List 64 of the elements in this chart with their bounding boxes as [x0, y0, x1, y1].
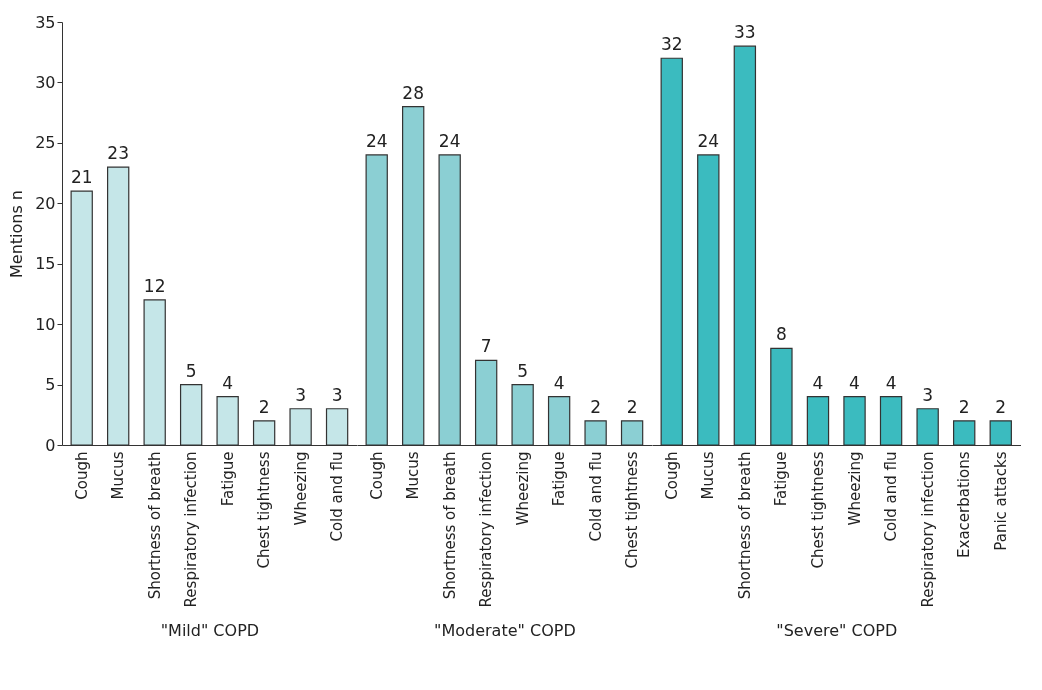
x-tick-label: Wheezing: [291, 451, 310, 526]
y-tick-label: 30: [35, 72, 56, 92]
x-tick-label: Wheezing: [845, 451, 864, 526]
y-tick-label: 10: [35, 314, 56, 334]
data-label: 3: [295, 384, 307, 405]
x-tick-label: Fatigue: [772, 451, 791, 507]
data-label: 4: [812, 372, 824, 393]
x-axis-title: "Mild" COPD: [160, 621, 260, 641]
data-label: 2: [626, 396, 638, 417]
data-label: 8: [776, 324, 787, 345]
x-tick-label: Chest tightness: [808, 451, 827, 569]
x-tick-label: Panic attacks: [991, 451, 1010, 551]
data-label: 5: [517, 360, 529, 381]
data-label: 3: [922, 384, 934, 405]
data-label: 28: [402, 82, 425, 103]
x-tick-label: Exacerbations: [955, 451, 974, 558]
data-label: 23: [107, 143, 130, 164]
x-tick-label: Shortness of breath: [735, 451, 754, 600]
data-label: 24: [438, 130, 461, 151]
x-tick-label: Fatigue: [550, 451, 569, 507]
data-label: 4: [222, 372, 234, 393]
y-tick-label: 0: [45, 435, 56, 455]
x-tick-label: Cold and flu: [882, 451, 901, 542]
y-axis-title: Mentions n: [7, 190, 27, 278]
x-tick-label: Mucus: [699, 451, 718, 500]
y-tick-label: 25: [35, 133, 56, 153]
data-label: 4: [553, 372, 565, 393]
y-tick-label: 15: [35, 254, 56, 274]
x-tick-label: Mucus: [109, 451, 128, 500]
data-label: 3: [331, 384, 343, 405]
data-label: 2: [258, 396, 270, 417]
x-tick-label: Shortness of breath: [440, 451, 459, 600]
x-tick-label: Fatigue: [218, 451, 237, 507]
x-tick-label: Respiratory infection: [477, 451, 496, 608]
x-axis-title: "Moderate" COPD: [434, 621, 576, 641]
data-label: 4: [849, 372, 860, 393]
y-tick-label: 5: [45, 375, 56, 395]
data-label: 33: [734, 22, 756, 43]
x-tick-label: Wheezing: [513, 451, 532, 526]
x-tick-label: Chest tightness: [255, 451, 274, 569]
x-tick-label: Respiratory infection: [918, 451, 937, 608]
data-label: 7: [480, 336, 492, 357]
x-tick-label: Shortness of breath: [145, 451, 164, 600]
data-label: 4: [885, 372, 897, 393]
y-tick-label: 20: [35, 193, 56, 213]
x-tick-label: Cold and flu: [586, 451, 605, 542]
y-tick-label: 35: [35, 12, 56, 32]
data-label: 21: [70, 167, 93, 188]
x-tick-label: Cough: [662, 451, 681, 500]
x-tick-label: Mucus: [404, 451, 423, 500]
data-label: 24: [697, 130, 720, 151]
data-label: 5: [185, 360, 197, 381]
x-tick-label: Cough: [72, 451, 91, 500]
data-label: 2: [958, 396, 970, 417]
data-label: 12: [143, 275, 166, 296]
data-label: 2: [590, 396, 602, 417]
x-tick-label: Cold and flu: [328, 451, 347, 542]
data-label: 32: [660, 34, 683, 55]
x-tick-label: Chest tightness: [623, 451, 642, 569]
data-label: 24: [365, 130, 388, 151]
x-tick-label: Cough: [367, 451, 386, 500]
x-tick-label: Respiratory infection: [182, 451, 201, 608]
x-axis-title: "Severe" COPD: [776, 621, 898, 641]
data-label: 2: [995, 396, 1007, 417]
